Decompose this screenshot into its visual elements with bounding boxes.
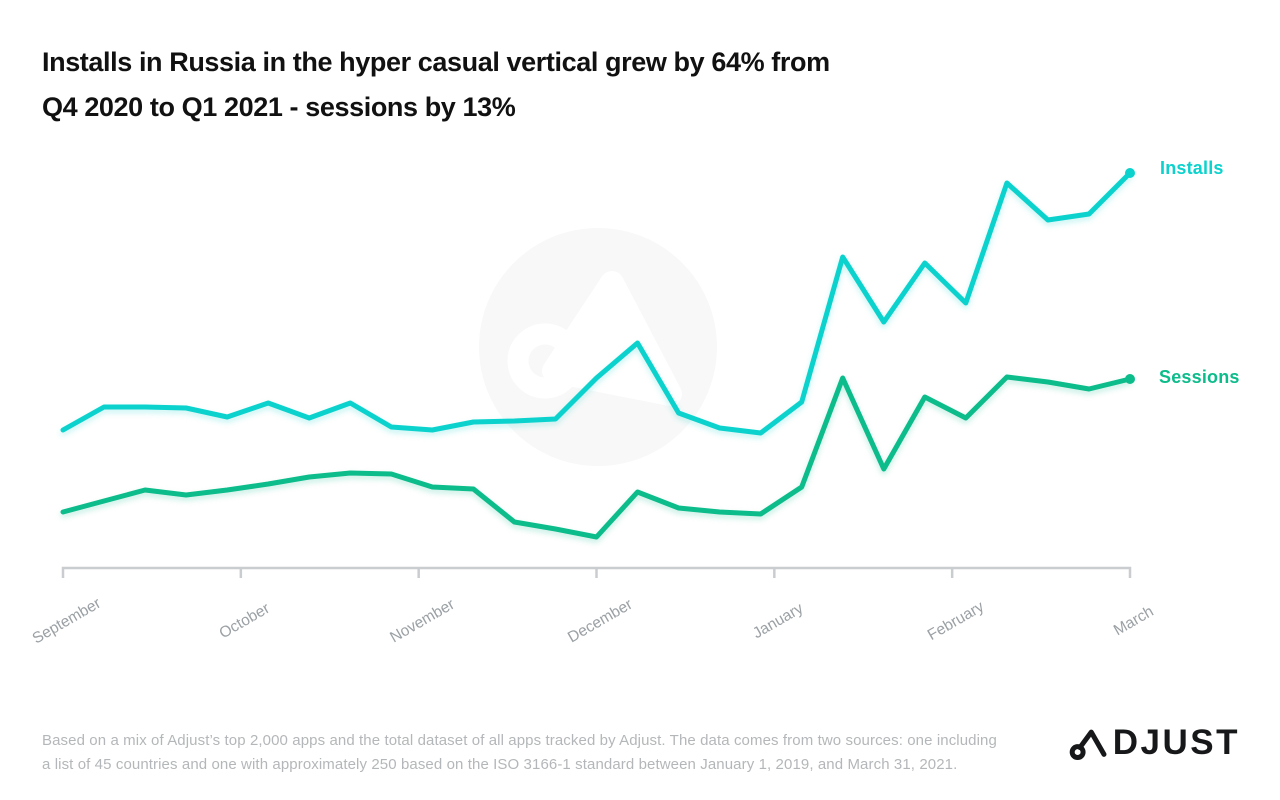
legend-installs: Installs	[1160, 158, 1224, 178]
x-axis-label: March	[1111, 603, 1157, 639]
sessions-line-end-dot	[1125, 374, 1135, 384]
adjust-watermark	[479, 228, 717, 466]
x-axis-label: February	[925, 598, 987, 644]
adjust-logo: DJUST	[1069, 719, 1240, 767]
source-note-line1: Based on a mix of Adjust’s top 2,000 app…	[42, 732, 997, 749]
x-axis-label: January	[750, 600, 806, 642]
source-note: Based on a mix of Adjust’s top 2,000 app…	[42, 729, 997, 777]
chart-title-line2: Q4 2020 to Q1 2021 - sessions by 13%	[42, 92, 516, 122]
installs-line	[60, 170, 1133, 436]
chart-title: Installs in Russia in the hyper casual v…	[42, 40, 830, 130]
x-axis-line	[61, 566, 1132, 578]
chart-series	[60, 168, 1135, 540]
installs-line-end-dot	[1125, 168, 1135, 178]
x-axis-label: December	[565, 596, 635, 646]
adjust-logo-wordmark: DJUST	[1112, 723, 1240, 762]
adjust-logo-icon	[1069, 729, 1107, 761]
legend-sessions: Sessions	[1159, 367, 1240, 387]
chart-title-line1: Installs in Russia in the hyper casual v…	[42, 47, 830, 77]
x-axis	[61, 566, 1132, 578]
x-axis-label: September	[30, 595, 104, 648]
x-axis-label: November	[387, 596, 457, 646]
sessions-line	[60, 374, 1133, 540]
source-note-line2: a list of 45 countries and one with appr…	[42, 756, 958, 773]
x-axis-labels: September October November December January F…	[30, 595, 1157, 648]
x-axis-label: October	[216, 600, 272, 642]
